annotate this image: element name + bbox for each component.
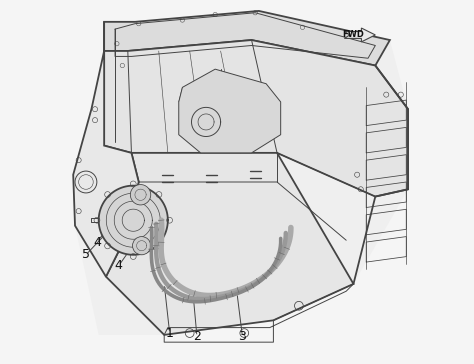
Text: 3: 3: [238, 330, 246, 343]
Polygon shape: [179, 69, 281, 153]
Circle shape: [99, 186, 168, 255]
Text: 4: 4: [115, 259, 123, 272]
Text: 2: 2: [193, 330, 201, 343]
Circle shape: [130, 185, 151, 205]
Text: 4: 4: [93, 236, 101, 249]
Circle shape: [133, 237, 151, 255]
Polygon shape: [104, 11, 390, 66]
Polygon shape: [73, 51, 139, 277]
Text: FWD: FWD: [342, 31, 364, 39]
Text: 5: 5: [82, 248, 90, 261]
Polygon shape: [345, 28, 375, 42]
Polygon shape: [104, 40, 408, 197]
Text: 1: 1: [166, 327, 173, 340]
Polygon shape: [73, 11, 408, 335]
Polygon shape: [106, 153, 354, 335]
